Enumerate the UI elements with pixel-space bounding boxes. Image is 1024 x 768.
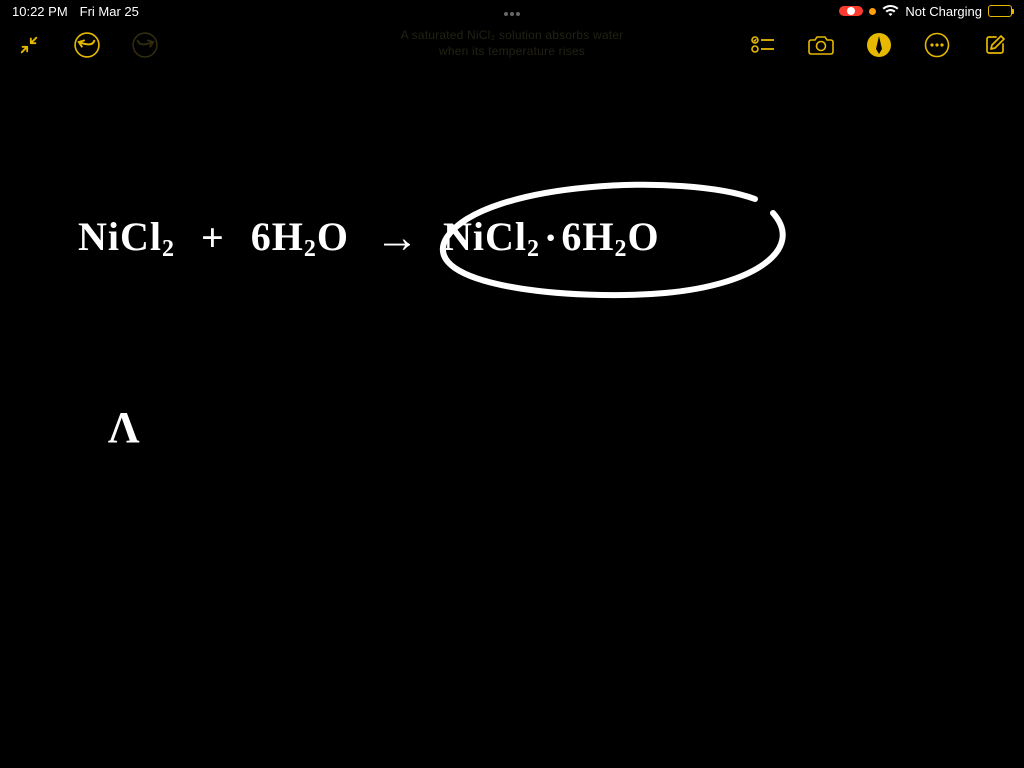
note-title-hint: A saturated NiCl₂ solution absorbs water… (322, 28, 702, 59)
redo-icon (132, 32, 158, 58)
status-bar: 10:22 PM Fri Mar 25 Not Charging (0, 0, 1024, 22)
redo-button[interactable] (130, 30, 160, 60)
product-1: NiCl2 (443, 213, 540, 263)
equation-row: NiCl2 + 6H2O → NiCl2 · 6H2O (78, 212, 660, 263)
undo-icon (74, 32, 100, 58)
reaction-arrow: → (375, 212, 417, 263)
compose-note-icon (983, 33, 1007, 57)
hydrate-dot: · (540, 214, 561, 261)
charging-status-text: Not Charging (905, 4, 982, 19)
record-dot-icon (847, 7, 855, 15)
more-button[interactable] (922, 30, 952, 60)
product-circled: NiCl2 · 6H2O (443, 213, 660, 263)
battery-icon (988, 5, 1012, 17)
screen-record-indicator[interactable] (839, 6, 863, 16)
more-ellipsis-icon (924, 32, 950, 58)
title-hint-line2: when its temperature rises (322, 44, 702, 60)
wifi-icon (882, 5, 899, 17)
undo-button[interactable] (72, 30, 102, 60)
checklist-button[interactable] (748, 30, 778, 60)
product-2: 6H2O (561, 213, 659, 263)
checklist-icon (751, 35, 775, 55)
handwriting-canvas[interactable]: NiCl2 + 6H2O → NiCl2 · 6H2O Λ (0, 72, 1024, 768)
markup-button[interactable] (864, 30, 894, 60)
camera-icon (808, 34, 834, 56)
multitask-dots[interactable] (503, 4, 521, 19)
status-right: Not Charging (839, 4, 1012, 19)
compose-button[interactable] (980, 30, 1010, 60)
collapse-button[interactable] (14, 30, 44, 60)
markup-pen-icon (866, 32, 892, 58)
reactant-1: NiCl2 (78, 213, 175, 263)
status-date: Fri Mar 25 (80, 4, 139, 19)
collapse-arrows-icon (18, 34, 40, 56)
plus-sign: + (201, 214, 225, 261)
reactant-2: 6H2O (251, 213, 349, 263)
ellipsis-icon (503, 4, 521, 19)
camera-button[interactable] (806, 30, 836, 60)
stray-mark: Λ (108, 402, 140, 453)
mic-in-use-icon (869, 8, 876, 15)
status-time: 10:22 PM (12, 4, 68, 19)
status-left: 10:22 PM Fri Mar 25 (12, 4, 139, 19)
title-hint-line1: A saturated NiCl₂ solution absorbs water (322, 28, 702, 44)
